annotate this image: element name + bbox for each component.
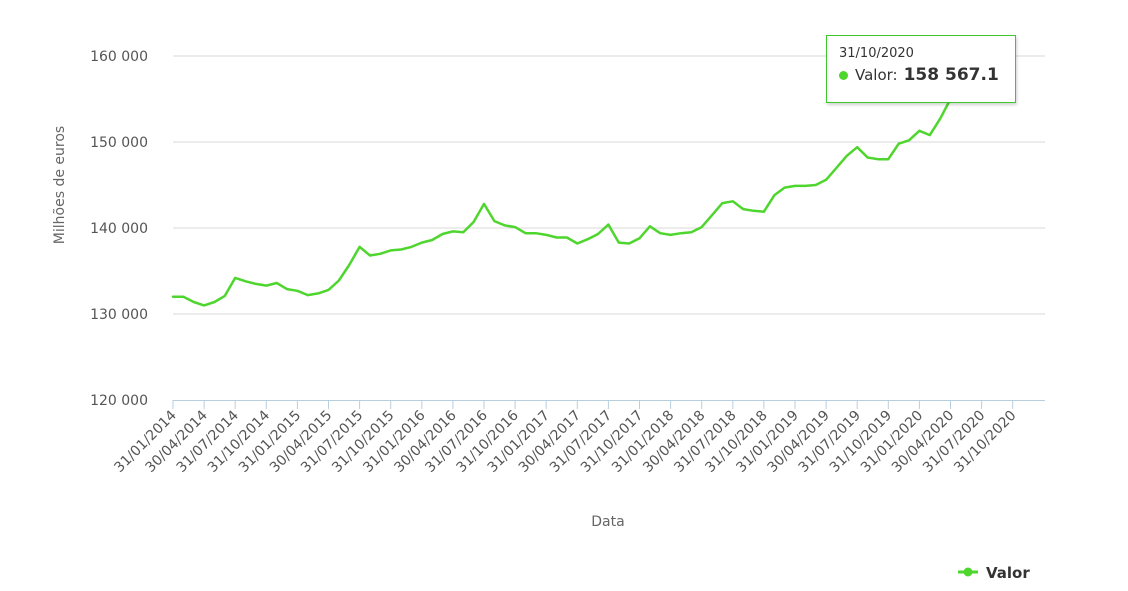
y-axis-title: Milhões de euros (52, 126, 68, 244)
tooltip-row: Valor: 158 567.1 (839, 65, 1003, 85)
tooltip-marker-icon (839, 70, 848, 80)
tooltip-value: 158 567.1 (903, 65, 999, 85)
x-axis: 31/01/201430/04/201431/07/201431/10/2014… (111, 400, 1045, 476)
series-line (171, 64, 1014, 307)
tooltip-date: 31/10/2020 (839, 46, 914, 61)
y-tick-label: 160 000 (90, 49, 148, 65)
y-axis-tick-labels: 120 000 130 000 140 000 150 000 160 000 (90, 49, 148, 409)
series-valor[interactable] (171, 64, 1014, 307)
legend-marker-icon (963, 567, 973, 577)
legend-item-valor[interactable]: Valor (958, 564, 1030, 582)
tooltip: 31/10/2020 Valor: 158 567.1 (826, 35, 1016, 103)
y-tick-label: 150 000 (90, 135, 148, 151)
legend-label: Valor (986, 564, 1030, 582)
y-tick-label: 140 000 (90, 221, 148, 237)
tooltip-label: Valor: (855, 66, 898, 84)
y-tick-label: 130 000 (90, 307, 148, 323)
x-axis-title: Data (591, 514, 624, 530)
y-tick-label: 120 000 (90, 393, 148, 409)
